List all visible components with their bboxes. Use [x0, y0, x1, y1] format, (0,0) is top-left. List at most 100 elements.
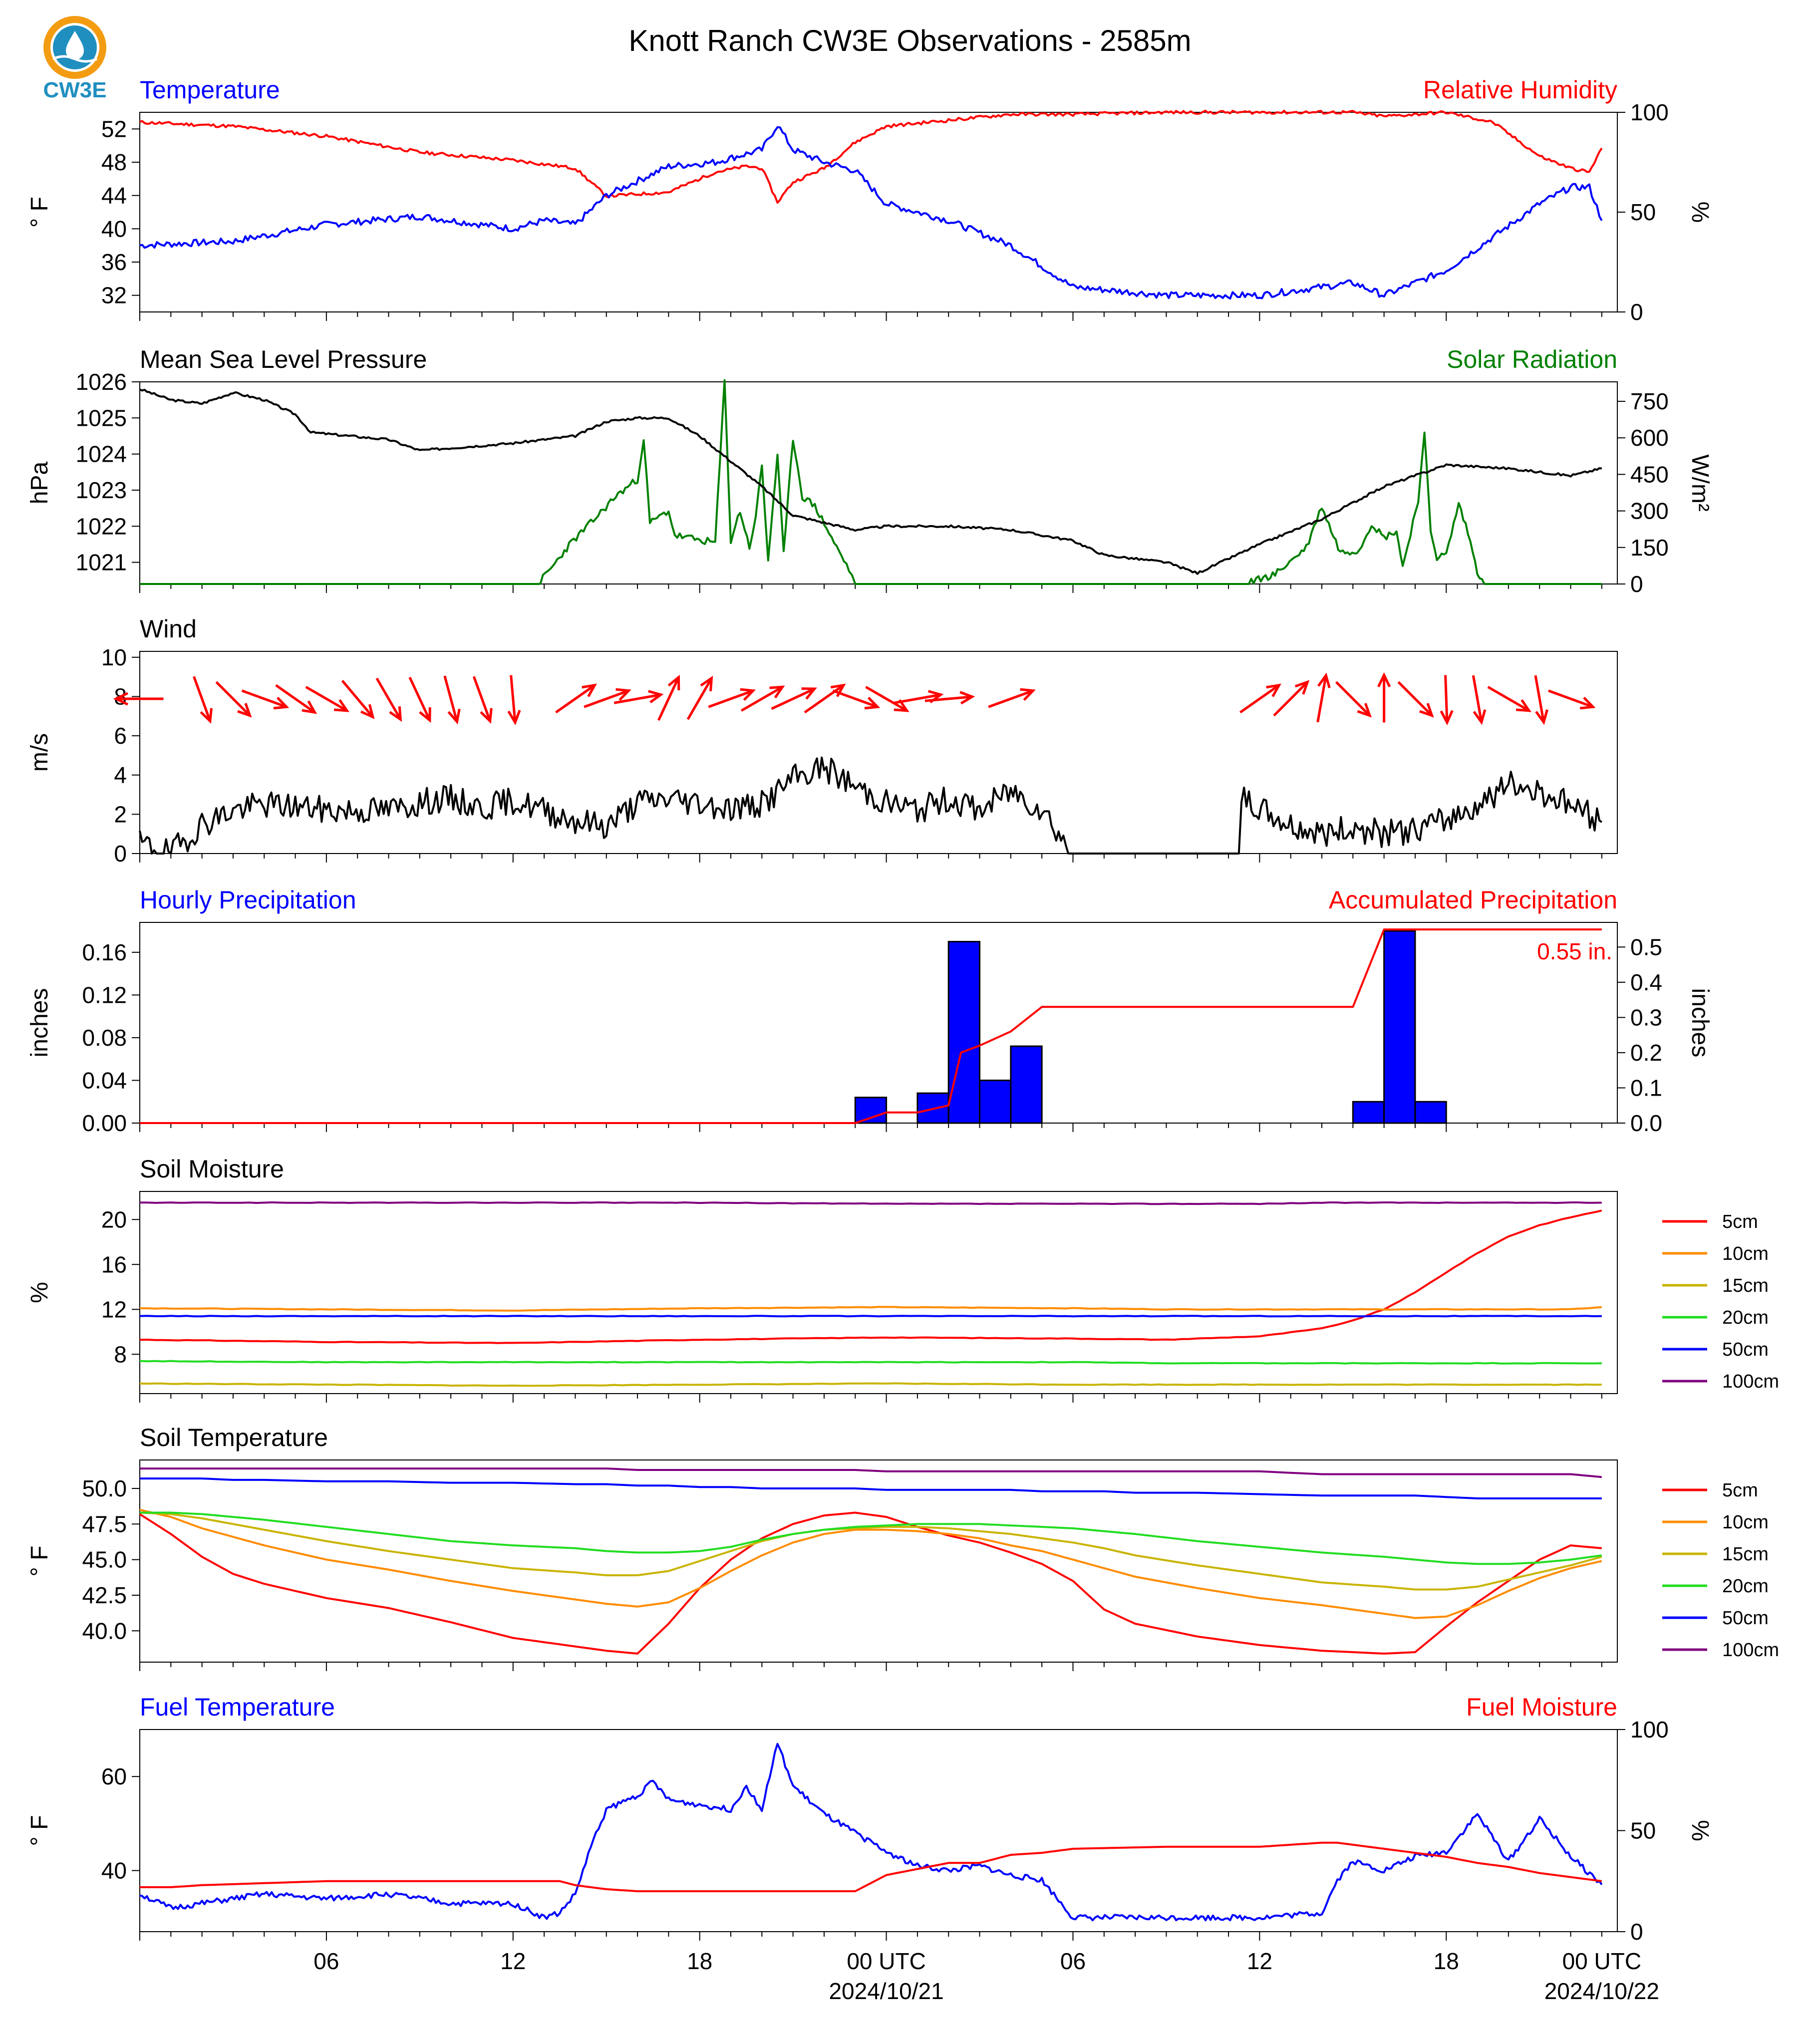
series-wind-speed [139, 756, 1602, 855]
wind-arrow [1239, 683, 1281, 714]
wind-arrow-shaft [555, 684, 596, 714]
wind-arrow [988, 688, 1036, 708]
legend-label: 5cm [1722, 1480, 1758, 1501]
wind-arrow [375, 677, 402, 722]
y-axis-label: inches [26, 988, 53, 1058]
legend-label: 50cm [1722, 1339, 1769, 1360]
precip-bar [979, 1079, 1012, 1124]
wind-arrow-shaft [215, 681, 251, 717]
wind-arrow [708, 688, 756, 708]
wind-arrow-head [700, 675, 713, 691]
wind-arrow-head [419, 707, 431, 723]
y-tick-label: 40 [101, 216, 127, 242]
series-soil-moisture-15cm [139, 1382, 1602, 1387]
x-date-label: 2024/10/22 [1544, 1978, 1659, 2004]
wind-arrow-head [302, 700, 317, 714]
wind-arrow-shaft [865, 686, 908, 712]
y-axis-label-right: % [1687, 202, 1713, 223]
wind-arrow-head [1535, 709, 1548, 725]
wind-arrow-head [1317, 672, 1331, 688]
wind-arrow [771, 687, 817, 710]
wind-arrow [193, 676, 213, 724]
y-tick-label: 0.00 [82, 1110, 127, 1136]
panel-title-left: Soil Temperature [140, 1424, 328, 1451]
y-tick-label-right: 150 [1630, 535, 1669, 561]
wind-arrow-head [389, 706, 402, 722]
panel-soil-moisture: Soil Moisture 8 12 16 20% 5cm 10cm 15cm 20cm 50cm… [26, 1155, 1779, 1403]
legend-label: 10cm [1722, 1243, 1769, 1264]
y-tick-label-right: 0 [1630, 1919, 1643, 1945]
y-tick-label: 1024 [76, 441, 127, 467]
y-tick-label-right: 450 [1630, 461, 1669, 487]
panel-title-right: Solar Radiation [1447, 345, 1617, 373]
series-temperature [139, 126, 1603, 300]
series-soil-moisture-5cm [139, 1209, 1602, 1344]
wind-arrow-head [864, 696, 881, 710]
panel-title-left: Soil Moisture [140, 1155, 284, 1183]
wind-arrow [584, 688, 631, 708]
panel-soil-temperature: Soil Temperature 40.0 42.5 45.0 47.5 50.0 ° F 5… [26, 1424, 1779, 1671]
wind-arrow-head [1580, 696, 1596, 710]
wind-arrow-head [582, 683, 598, 697]
wind-arrow-head [667, 674, 680, 690]
wind-arrow [924, 691, 975, 705]
wind-arrow-shaft [804, 684, 845, 714]
precip-bar [947, 940, 981, 1124]
y-tick-label: 42.5 [82, 1582, 127, 1608]
wind-arrow-shaft [510, 675, 517, 723]
panel-title-left: Mean Sea Level Pressure [140, 345, 427, 373]
wind-arrow-head [237, 703, 252, 718]
wind-arrow-shaft [241, 689, 287, 708]
precip-bar [1383, 930, 1416, 1124]
wind-arrow-head [894, 699, 910, 712]
wind-arrow-shaft [408, 676, 431, 721]
y-tick-label-right: 0 [1630, 571, 1643, 597]
y-tick-label: 1021 [76, 550, 127, 576]
y-tick-label: 1023 [76, 477, 127, 503]
y-tick-label: 32 [101, 283, 127, 308]
wind-arrow [408, 676, 431, 723]
y-axis-label-right: inches [1687, 988, 1713, 1058]
series-fuel-moisture [140, 1841, 1602, 1892]
series-pressure [139, 388, 1602, 575]
y-tick-label-right: 0.5 [1630, 934, 1662, 960]
cw3e-logo: CW3E [43, 16, 107, 102]
y-axis-label: hPa [26, 461, 53, 504]
wind-arrow-head [1357, 703, 1372, 718]
wind-arrow [1397, 681, 1434, 718]
y-tick-label-right: 0.0 [1630, 1110, 1662, 1136]
x-tick-label: 12 [500, 1948, 526, 1974]
legend-label: 50cm [1722, 1608, 1769, 1629]
wind-arrow [472, 676, 493, 724]
wind-arrow-head [959, 691, 975, 705]
wind-arrow-shaft [1487, 686, 1530, 712]
wind-arrow-head [1377, 672, 1391, 687]
y-tick-label-right: 0.1 [1630, 1075, 1662, 1101]
wind-arrow-head [1020, 688, 1036, 701]
y-tick-label-right: 50 [1630, 1818, 1656, 1844]
wind-arrow-shaft [1239, 684, 1280, 714]
wind-arrow [113, 692, 164, 706]
wind-arrow-shaft [305, 686, 348, 712]
logo-wave-icon [52, 55, 98, 63]
series-soil-temperature-50cm [140, 1477, 1602, 1499]
legend-label: 5cm [1722, 1211, 1758, 1232]
y-tick-label-right: 100 [1630, 1717, 1669, 1742]
y-tick-label: 48 [101, 149, 127, 175]
x-tick-label: 18 [687, 1948, 712, 1974]
legend-label: 15cm [1722, 1544, 1769, 1565]
x-tick-label: 18 [1434, 1948, 1459, 1974]
wind-arrow-shaft [1397, 681, 1433, 717]
wind-arrow [613, 690, 664, 704]
wind-arrow-shaft [988, 689, 1034, 708]
y-axis-label: % [26, 1282, 53, 1303]
panel-title-right: Accumulated Precipitation [1329, 886, 1617, 914]
wind-arrow-head [113, 692, 128, 706]
series-soil-temperature-20cm [140, 1511, 1602, 1565]
wind-arrow-head [273, 696, 290, 710]
wind-arrow [215, 681, 252, 718]
y-tick-label-right: 600 [1630, 425, 1669, 451]
series-soil-temperature-5cm [139, 1511, 1602, 1655]
y-axis-label-right: W/m² [1687, 454, 1713, 512]
